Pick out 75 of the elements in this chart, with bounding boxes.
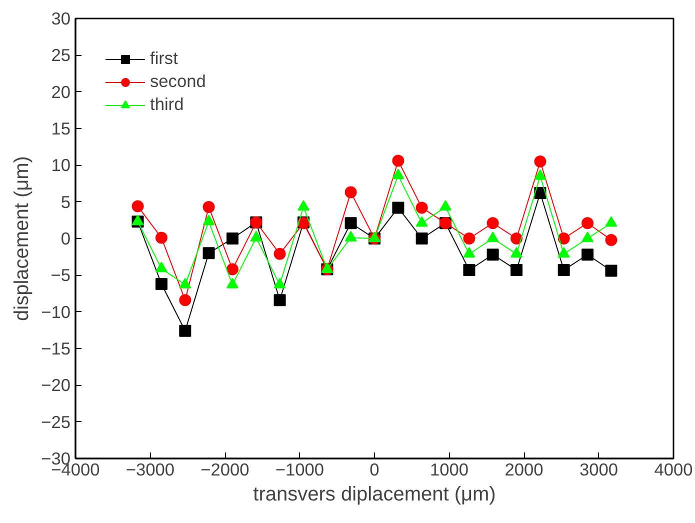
y-tick-label: −20 [41,375,71,396]
y-tick-label: 20 [51,82,71,102]
y-tick-label: 5 [60,192,71,212]
point [582,232,594,242]
point [534,169,546,180]
point [226,263,238,276]
point [486,248,499,261]
point [344,186,357,198]
point [226,278,238,288]
point [486,232,499,242]
y-tick-label: 30 [51,8,71,28]
point [202,214,215,226]
point [440,200,452,211]
legend-label: second [150,71,206,92]
point [605,216,618,227]
point [463,232,476,244]
point [344,230,357,242]
point [155,262,168,272]
y-tick-label: −5 [50,265,71,286]
x-tick-label: −1000 [275,460,324,480]
point [274,278,286,288]
x-tick-label: 1000 [430,460,469,480]
point [463,264,476,276]
point [558,247,570,258]
y-tick-label: −15 [41,338,71,358]
point [510,232,523,244]
point [510,264,523,276]
point [226,232,238,244]
point [274,294,286,306]
x-tick-label: −3000 [126,460,175,480]
y-tick-label: −10 [41,302,71,322]
point [392,202,404,214]
point [486,217,499,230]
point [392,168,404,180]
point [582,248,594,261]
point [463,247,476,258]
point [392,154,404,167]
point [605,264,618,277]
point [344,217,357,230]
y-axis-title: displacement (μm) [11,156,34,321]
point [132,200,144,212]
point [297,200,310,211]
y-tick-label: 10 [51,155,71,176]
point [155,278,168,290]
point [155,232,168,244]
point [250,230,262,242]
point [179,278,192,288]
y-tick-label: 25 [51,45,71,66]
point [416,232,428,244]
x-tick-label: −2000 [200,460,250,480]
y-tick-label: −25 [41,412,71,432]
point [510,247,523,258]
point [274,248,286,260]
point [558,232,570,244]
legend-label: third [150,94,184,115]
y-tick-label: 0 [60,228,71,248]
x-tick-label: 2000 [504,460,544,480]
point [132,214,144,226]
point [179,294,192,306]
x-tick-label: 4000 [654,460,693,480]
point [582,217,594,230]
point [202,200,215,213]
point [416,216,428,227]
point [202,247,215,260]
y-tick-label: 15 [51,118,71,138]
point [179,324,192,337]
legend-label: first [150,48,178,69]
point [416,202,428,214]
point [321,262,334,273]
point [534,156,546,168]
x-tick-label: 0 [370,460,380,480]
x-tick-label: 3000 [579,460,618,480]
point [605,234,618,246]
point [558,264,570,276]
x-axis-title: transvers diplacement (μm) [253,484,496,506]
